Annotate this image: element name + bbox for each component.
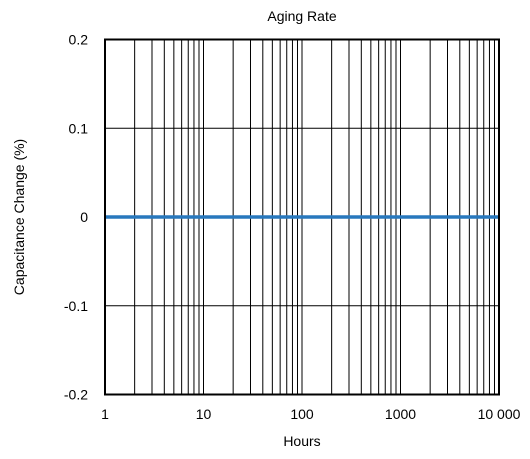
y-tick-label: 0 bbox=[80, 209, 88, 225]
y-tick-label: 0.2 bbox=[69, 32, 89, 48]
x-tick-label: 100 bbox=[290, 406, 314, 422]
chart-title: Aging Rate bbox=[267, 8, 336, 24]
y-tick-label: -0.2 bbox=[64, 387, 88, 403]
y-tick-label: -0.1 bbox=[64, 298, 88, 314]
x-tick-label: 10 000 bbox=[478, 406, 521, 422]
y-tick-labels: 0.2 0.1 0 -0.1 -0.2 bbox=[64, 32, 88, 403]
y-axis-title: Capacitance Change (%) bbox=[11, 139, 27, 295]
plot-frame bbox=[104, 38, 500, 396]
x-tick-labels: 1 10 100 1000 10 000 bbox=[101, 406, 521, 422]
x-axis-title: Hours bbox=[283, 433, 320, 449]
y-tick-label: 0.1 bbox=[69, 120, 89, 136]
x-tick-label: 1000 bbox=[385, 406, 416, 422]
x-tick-label: 10 bbox=[196, 406, 212, 422]
x-tick-label: 1 bbox=[101, 406, 109, 422]
